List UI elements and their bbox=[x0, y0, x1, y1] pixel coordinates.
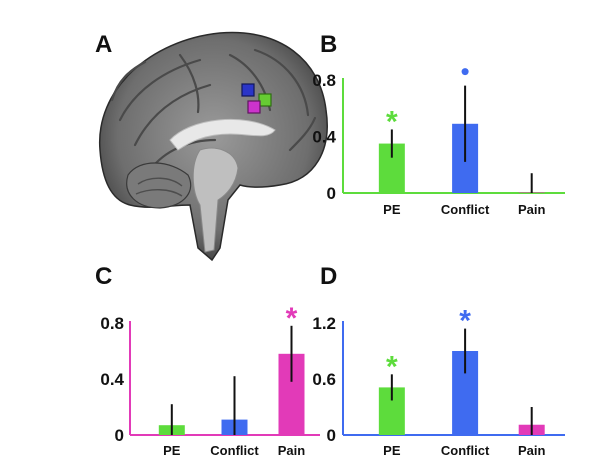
y-tick-label: 0.6 bbox=[312, 370, 336, 389]
bar-chart-d: 0 0.6 1.2 PE Conflict Pain * * bbox=[312, 305, 565, 458]
category-label: Pain bbox=[518, 443, 546, 458]
brain-sagittal-image bbox=[99, 31, 328, 262]
significance-star: * bbox=[386, 105, 398, 138]
y-tick-label: 1.2 bbox=[312, 314, 336, 333]
category-label: PE bbox=[383, 202, 401, 217]
category-label: PE bbox=[163, 443, 181, 458]
category-label: Pain bbox=[278, 443, 306, 458]
category-label: Conflict bbox=[210, 443, 259, 458]
y-tick-label: 0.4 bbox=[312, 128, 336, 147]
significance-dot bbox=[461, 68, 469, 76]
category-label: Pain bbox=[518, 202, 546, 217]
roi-marker-pain bbox=[247, 100, 261, 114]
roi-marker-pe bbox=[258, 93, 272, 107]
significance-star: * bbox=[386, 350, 398, 383]
panel-letter-b: B bbox=[320, 31, 337, 58]
roi-marker-conflict bbox=[241, 83, 255, 97]
panel-letter-c: C bbox=[95, 263, 112, 290]
bar-chart-c: 0 0.4 0.8 PE Conflict Pain * bbox=[100, 302, 320, 458]
significance-star: * bbox=[459, 305, 471, 338]
panel-letter-d: D bbox=[320, 263, 337, 290]
y-tick-label: 0.8 bbox=[100, 314, 124, 333]
panel-letter-a: A bbox=[95, 31, 112, 58]
category-label: Conflict bbox=[441, 443, 490, 458]
y-tick-label: 0 bbox=[327, 184, 336, 203]
y-tick-label: 0.4 bbox=[100, 370, 124, 389]
category-label: PE bbox=[383, 443, 401, 458]
significance-star: * bbox=[286, 302, 298, 335]
y-tick-label: 0 bbox=[115, 426, 124, 445]
bar-chart-b: 0 0.4 0.8 PE Conflict Pain * bbox=[312, 68, 565, 217]
category-label: Conflict bbox=[441, 202, 490, 217]
y-tick-label: 0.8 bbox=[312, 71, 336, 90]
y-tick-label: 0 bbox=[327, 426, 336, 445]
